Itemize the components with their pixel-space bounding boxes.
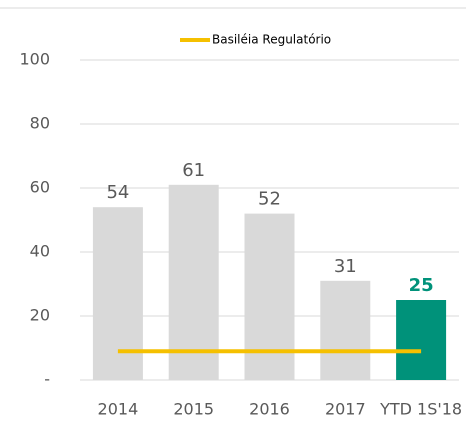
x-tick-label: 2016 xyxy=(249,400,290,419)
y-tick-label: 20 xyxy=(30,306,50,325)
x-tick-label: 2014 xyxy=(98,400,139,419)
x-tick-label: 2015 xyxy=(173,400,214,419)
bar xyxy=(92,207,143,380)
x-tick-label: YTD 1S'18 xyxy=(379,400,462,419)
y-tick-label: 40 xyxy=(30,242,50,261)
data-label: 54 xyxy=(106,182,129,203)
x-tick-label: 2017 xyxy=(325,400,366,419)
y-tick-label: 80 xyxy=(30,114,50,133)
data-label: 31 xyxy=(334,256,357,277)
bar xyxy=(168,184,219,380)
bar xyxy=(396,300,447,380)
legend-label: Basiléia Regulatório xyxy=(212,33,331,47)
bar xyxy=(244,213,295,380)
data-label: 25 xyxy=(409,275,434,296)
bar xyxy=(320,280,371,380)
data-label: 61 xyxy=(182,160,205,181)
data-label: 52 xyxy=(258,189,281,210)
y-tick-label: 100 xyxy=(19,50,50,69)
y-tick-label: - xyxy=(44,370,50,389)
y-tick-label: 60 xyxy=(30,178,50,197)
